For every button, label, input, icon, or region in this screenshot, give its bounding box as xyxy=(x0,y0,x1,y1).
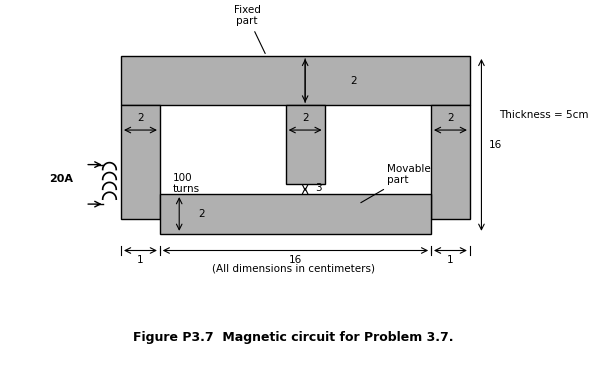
Text: 2: 2 xyxy=(302,113,308,123)
Text: 1: 1 xyxy=(137,255,144,265)
Text: 16: 16 xyxy=(289,255,302,265)
Bar xyxy=(431,105,470,219)
Text: 16: 16 xyxy=(489,140,502,150)
Text: 2: 2 xyxy=(199,209,205,219)
Text: Fixed
part: Fixed part xyxy=(233,5,265,54)
Bar xyxy=(160,194,431,234)
Bar xyxy=(286,105,324,184)
Text: (All dimensions in centimeters): (All dimensions in centimeters) xyxy=(212,263,375,273)
Text: 100
turns: 100 turns xyxy=(173,172,199,194)
Text: 2: 2 xyxy=(137,113,144,123)
Text: 3: 3 xyxy=(315,183,321,193)
Text: 2: 2 xyxy=(447,113,454,123)
Text: 1: 1 xyxy=(447,255,454,265)
Text: Thickness = 5cm: Thickness = 5cm xyxy=(499,110,588,120)
Text: Figure P3.7  Magnetic circuit for Problem 3.7.: Figure P3.7 Magnetic circuit for Problem… xyxy=(133,331,454,344)
Bar xyxy=(121,56,470,105)
Text: 20A: 20A xyxy=(48,174,73,184)
Text: Movable
part: Movable part xyxy=(361,164,431,203)
Bar xyxy=(121,105,160,219)
Text: 2: 2 xyxy=(350,76,357,86)
